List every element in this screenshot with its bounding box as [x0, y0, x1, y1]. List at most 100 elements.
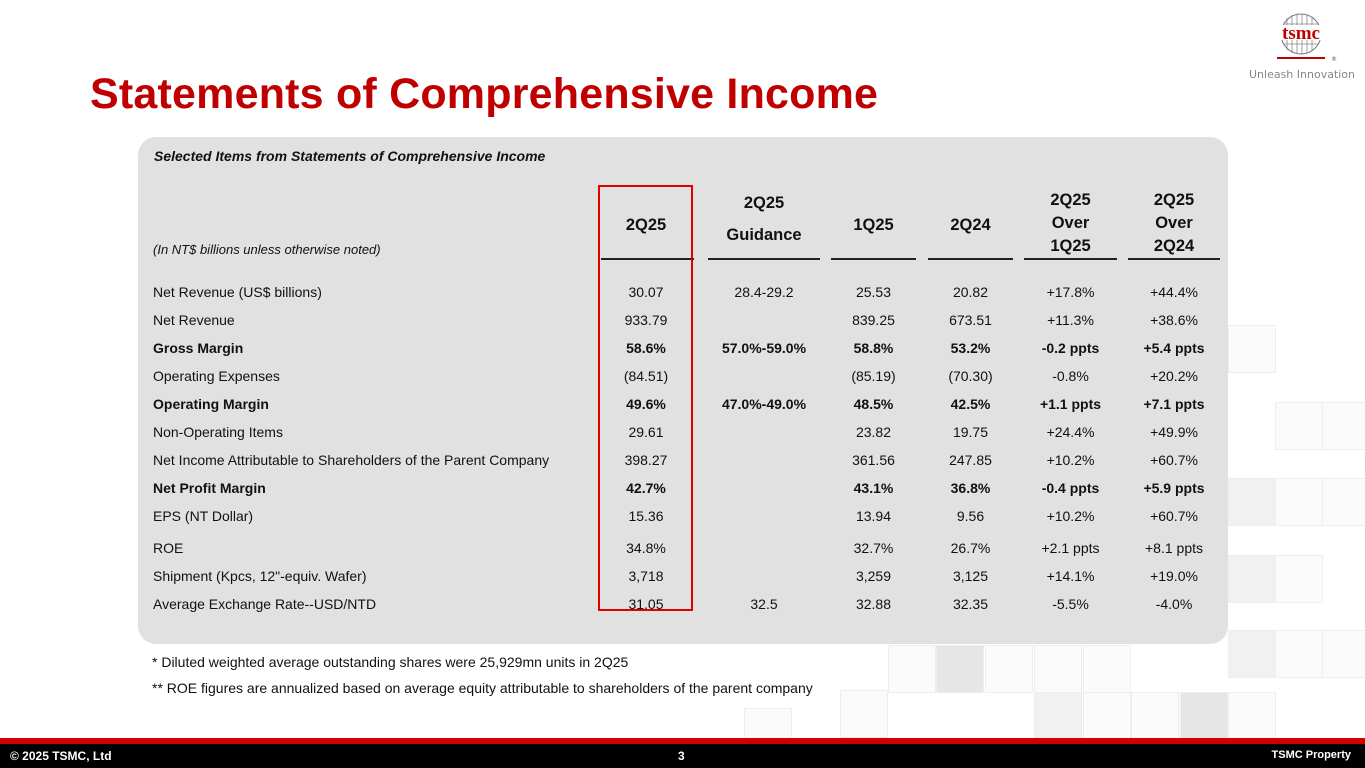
header-2q25: 2Q25	[625, 216, 667, 234]
tsmc-logo: tsmc ® Unleash Innovation	[1247, 10, 1357, 81]
value-qoq: +10.2%	[1046, 452, 1095, 468]
table-row: Net Profit Margin 42.7% 43.1% 36.8% -0.4 ppt…	[138, 475, 1228, 503]
header-rule	[928, 258, 1013, 260]
footer-accent-bar	[0, 738, 1365, 744]
value-2q25: 15.36	[628, 508, 664, 524]
value-guidance: 32.5	[750, 596, 778, 612]
value-yoy: +19.0%	[1150, 568, 1198, 584]
value-qoq: +2.1 ppts	[1041, 540, 1100, 556]
value-qoq: -0.2 ppts	[1041, 340, 1100, 356]
row-label: ROE	[153, 540, 184, 556]
value-1q25: (85.19)	[851, 368, 896, 384]
table-row: ROE 34.8% 32.7% 26.7% +2.1 ppts +8.1 ppts	[138, 535, 1228, 563]
value-1q25: 839.25	[852, 312, 895, 328]
value-2q24: 673.51	[949, 312, 992, 328]
current-quarter-highlight	[598, 185, 693, 611]
svg-text:®: ®	[1331, 56, 1337, 62]
value-yoy: +49.9%	[1150, 424, 1198, 440]
value-1q25: 58.8%	[853, 340, 894, 356]
header-1q25: 1Q25	[853, 216, 894, 234]
svg-text:tsmc: tsmc	[1282, 23, 1320, 44]
tsmc-logo-icon: tsmc ®	[1273, 13, 1337, 62]
value-2q25: 29.61	[628, 424, 664, 440]
table-row: Operating Expenses (84.51) (85.19) (70.30) -…	[138, 363, 1228, 391]
value-1q25: 13.94	[855, 508, 892, 524]
value-2q24: 26.7%	[950, 540, 991, 556]
table-row: Average Exchange Rate--USD/NTD 31.05 32.5 3…	[138, 591, 1228, 619]
value-qoq: -0.4 ppts	[1041, 480, 1100, 496]
value-yoy: +8.1 ppts	[1145, 540, 1203, 556]
row-label: Gross Margin	[153, 340, 244, 356]
value-qoq: +14.1%	[1046, 568, 1095, 584]
value-1q25: 3,259	[855, 568, 892, 584]
value-2q25: 3,718	[628, 568, 664, 584]
value-2q25: 31.05	[628, 596, 664, 612]
value-guidance: 57.0%-59.0%	[721, 340, 807, 356]
value-guidance: 28.4-29.2	[734, 284, 794, 300]
page-title: Statements of Comprehensive Income	[90, 70, 879, 118]
page-number: 3	[678, 749, 685, 763]
row-label: Net Revenue (US$ billions)	[153, 284, 322, 300]
footnote-roe: ** ROE figures are annualized based on a…	[152, 680, 813, 696]
value-yoy: +44.4%	[1150, 284, 1198, 300]
table-row: Net Revenue 933.79 839.25 673.51 +11.3% +38.6…	[138, 307, 1228, 335]
value-1q25: 25.53	[855, 284, 892, 300]
header-rule	[708, 258, 820, 260]
header-rule	[831, 258, 916, 260]
table-row: Non-Operating Items 29.61 23.82 19.75 +24.4%…	[138, 419, 1228, 447]
table-row: EPS (NT Dollar) 15.36 13.94 9.56 +10.2% +60.7…	[138, 503, 1228, 531]
value-qoq: -5.5%	[1052, 596, 1089, 612]
value-qoq: +11.3%	[1047, 312, 1094, 328]
footer-bar: © 2025 TSMC, Ltd 3 TSMC Property	[0, 744, 1365, 768]
value-yoy: +7.1 ppts	[1143, 396, 1205, 412]
row-label: Net Income Attributable to Shareholders …	[153, 452, 550, 468]
header-2q24: 2Q24	[950, 216, 991, 234]
value-2q25: (84.51)	[623, 368, 669, 384]
value-2q24: 36.8%	[950, 480, 991, 496]
footer-copyright: © 2025 TSMC, Ltd	[10, 749, 112, 763]
row-label: EPS (NT Dollar)	[153, 508, 254, 524]
value-2q24: 3,125	[952, 568, 989, 584]
value-2q24: 42.5%	[950, 396, 991, 412]
income-table-panel: Selected Items from Statements of Compre…	[138, 137, 1228, 644]
value-yoy: -4.0%	[1155, 596, 1193, 612]
header-qoq: 2Q25 Over 1Q25	[1050, 191, 1091, 255]
value-2q24: 20.82	[952, 284, 989, 300]
value-1q25: 32.7%	[853, 540, 894, 556]
row-label: Average Exchange Rate--USD/NTD	[153, 596, 377, 612]
value-qoq: -0.8%	[1052, 368, 1089, 384]
value-qoq: +10.2%	[1046, 508, 1095, 524]
value-2q24: 53.2%	[950, 340, 991, 356]
value-qoq: +17.8%	[1046, 284, 1095, 300]
value-2q25: 398.27	[624, 452, 668, 468]
header-rule	[601, 258, 694, 260]
value-2q24: 19.75	[952, 424, 989, 440]
value-yoy: +5.9 ppts	[1143, 480, 1205, 496]
header-rule	[1024, 258, 1117, 260]
row-label: Operating Expenses	[153, 368, 280, 384]
value-qoq: +24.4%	[1046, 424, 1095, 440]
value-2q25: 58.6%	[626, 340, 666, 356]
value-2q24: 9.56	[956, 508, 985, 524]
table-row: Net Revenue (US$ billions) 30.07 28.4-29.2…	[138, 279, 1228, 307]
footer-property: TSMC Property	[1271, 749, 1351, 761]
value-1q25: 32.88	[855, 596, 892, 612]
value-1q25: 23.82	[855, 424, 892, 440]
table-row: Shipment (Kpcs, 12"-equiv. Wafer) 3,718 3,…	[138, 563, 1228, 591]
value-yoy: +5.4 ppts	[1143, 340, 1205, 356]
value-yoy: +20.2%	[1150, 368, 1198, 384]
table-row: Operating Margin 49.6% 47.0%-49.0% 48.5% 42.…	[138, 391, 1228, 419]
header-yoy: 2Q25 Over 2Q24	[1153, 191, 1195, 255]
value-2q24: 247.85	[949, 452, 992, 468]
value-2q24: 32.35	[952, 596, 989, 612]
value-1q25: 43.1%	[853, 480, 894, 496]
table-row: Gross Margin 58.6% 57.0%-59.0% 58.8% 53.2% -0…	[138, 335, 1228, 363]
table-row: Net Income Attributable to Shareholders …	[138, 447, 1228, 475]
table-subtitle: Selected Items from Statements of Compre…	[154, 148, 546, 164]
header-rule	[1128, 258, 1220, 260]
row-label: Operating Margin	[153, 396, 269, 412]
value-yoy: +38.6%	[1150, 312, 1198, 328]
row-label: Shipment (Kpcs, 12"-equiv. Wafer)	[153, 568, 367, 584]
header-2q25-guidance: 2Q25 Guidance	[726, 194, 802, 244]
value-qoq: +1.1 ppts	[1039, 396, 1102, 412]
